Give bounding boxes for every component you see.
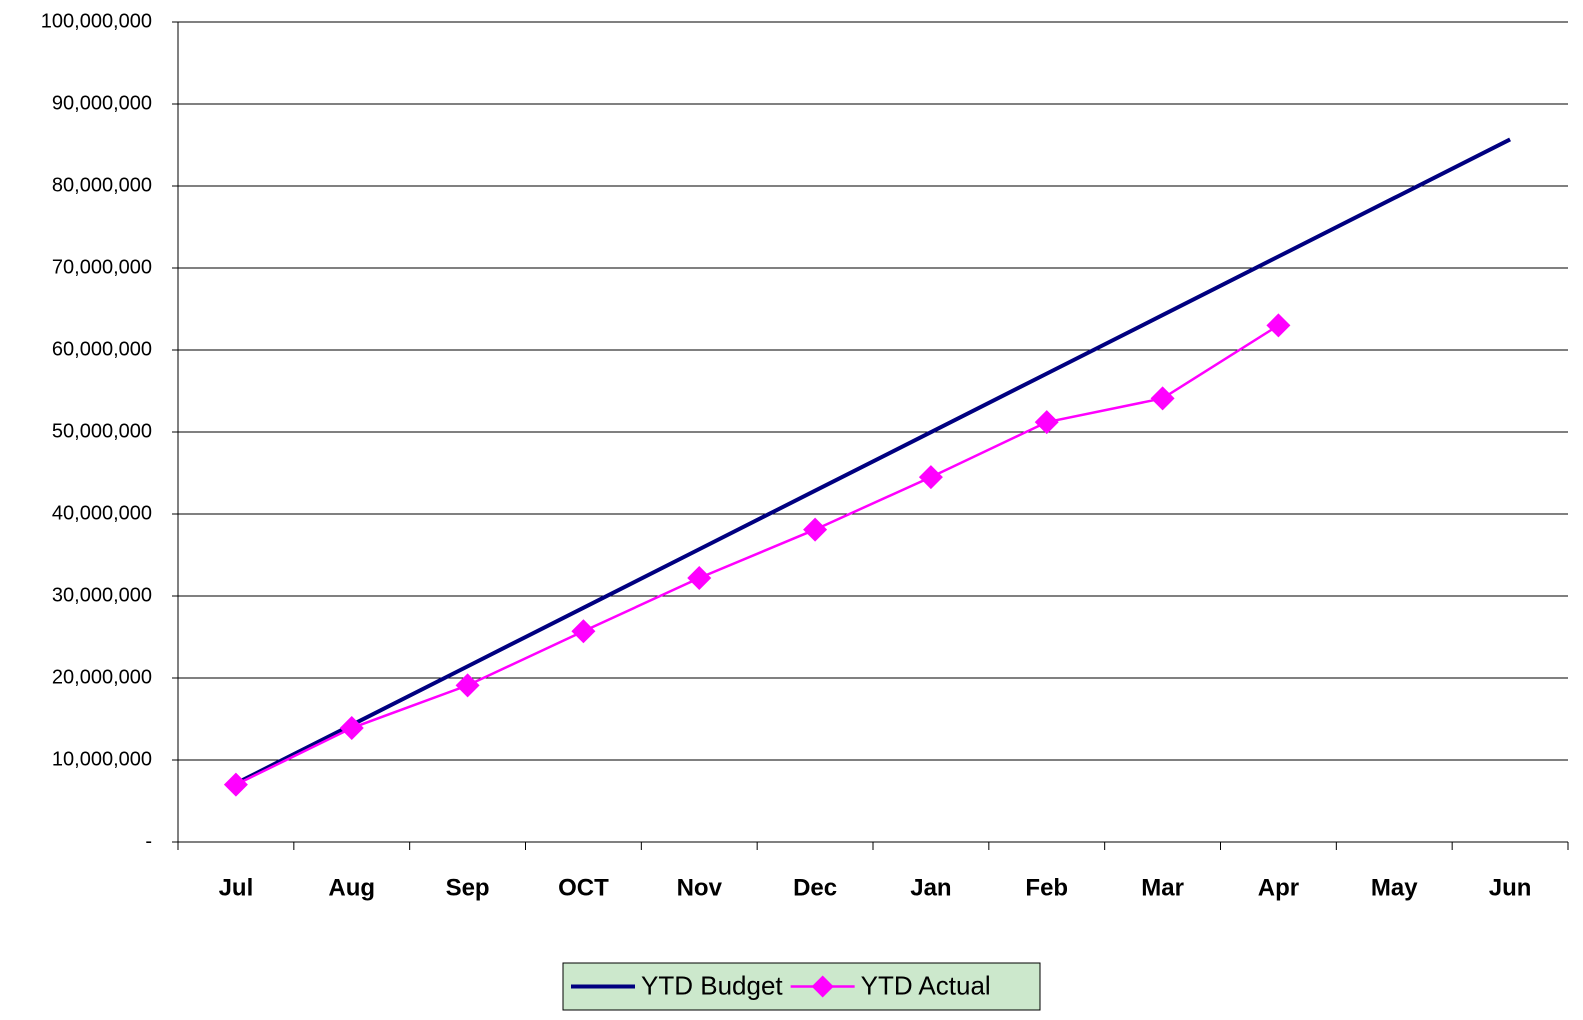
y-tick-label: 50,000,000 — [52, 420, 152, 442]
x-tick-label: Mar — [1141, 874, 1184, 901]
y-tick-label: 90,000,000 — [52, 92, 152, 114]
y-tick-label: 20,000,000 — [52, 666, 152, 688]
x-tick-label: Jun — [1489, 874, 1532, 901]
y-tick-label: - — [145, 830, 152, 852]
point-marker — [687, 565, 712, 590]
series-line — [235, 324, 1280, 786]
legend: YTD Budget YTD Actual — [562, 962, 1041, 1011]
y-tick-label: 70,000,000 — [52, 256, 152, 278]
point-marker — [803, 517, 828, 542]
point-marker — [1034, 410, 1059, 435]
point-marker — [455, 673, 480, 698]
x-tick-label: Sep — [446, 874, 490, 901]
point-marker — [223, 772, 248, 797]
legend-label: YTD Budget — [641, 970, 783, 1000]
x-tick-label: OCT — [558, 874, 609, 901]
y-tick-label: 80,000,000 — [52, 174, 152, 196]
series-line — [235, 137, 1511, 786]
y-tick-label: 40,000,000 — [52, 502, 152, 524]
legend-marker — [811, 975, 834, 998]
point-marker — [1150, 386, 1175, 411]
y-tick-label: 30,000,000 — [52, 584, 152, 606]
point-marker — [1266, 313, 1291, 338]
point-marker — [918, 465, 943, 490]
x-tick-label: Jul — [219, 874, 254, 901]
y-tick-label: 100,000,000 — [41, 10, 152, 32]
y-tick-label: 60,000,000 — [52, 338, 152, 360]
x-tick-label: Dec — [793, 874, 837, 901]
x-tick-label: Jan — [910, 874, 951, 901]
legend-label: YTD Actual — [861, 970, 991, 1000]
x-tick-label: Aug — [328, 874, 375, 901]
x-tick-label: Nov — [677, 874, 723, 901]
x-tick-label: Apr — [1258, 874, 1299, 901]
x-tick-label: Feb — [1025, 874, 1068, 901]
y-tick-label: 10,000,000 — [52, 748, 152, 770]
x-tick-label: May — [1371, 874, 1418, 901]
point-marker — [571, 619, 596, 644]
point-marker — [339, 716, 364, 741]
